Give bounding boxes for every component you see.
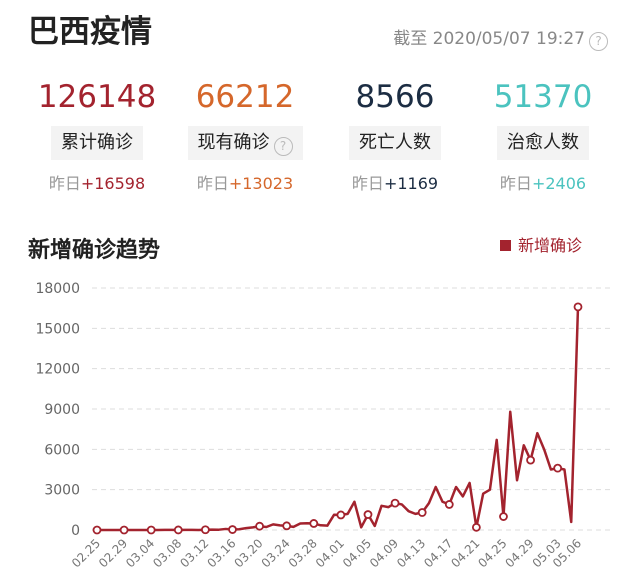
y-tick-label: 6000 bbox=[44, 442, 80, 458]
data-point bbox=[417, 508, 427, 517]
y-tick-label: 18000 bbox=[35, 281, 80, 297]
x-tick-label: 04.09 bbox=[367, 536, 401, 570]
update-text: 截至 2020/05/07 19:27 bbox=[393, 29, 585, 49]
data-point bbox=[553, 463, 563, 473]
delta-value: +2406 bbox=[531, 174, 587, 193]
y-tick-label: 9000 bbox=[44, 402, 80, 418]
stat-delta-row: 昨日+13023 bbox=[170, 170, 320, 194]
x-tick-label: 04.01 bbox=[313, 536, 347, 570]
data-point bbox=[282, 521, 292, 531]
stat-value: 126148 bbox=[37, 79, 157, 115]
delta-value: +13023 bbox=[228, 174, 294, 193]
data-point bbox=[573, 302, 583, 312]
help-icon[interactable]: ? bbox=[273, 137, 293, 156]
data-point bbox=[390, 498, 400, 508]
stat-label-row: 死亡人数 bbox=[320, 118, 470, 160]
data-point bbox=[336, 510, 346, 520]
stat-label: 累计确诊 bbox=[51, 126, 143, 160]
stat-label-row: 治愈人数 bbox=[468, 118, 618, 160]
data-point bbox=[363, 510, 373, 519]
data-point bbox=[146, 525, 156, 535]
update-time: 截至 2020/05/07 19:27? bbox=[393, 24, 608, 51]
y-tick-label: 3000 bbox=[44, 483, 80, 499]
data-point bbox=[228, 525, 237, 534]
data-point bbox=[255, 521, 264, 531]
delta-label: 昨日 bbox=[48, 174, 81, 193]
x-tick-label: 04.29 bbox=[503, 536, 537, 570]
data-point bbox=[309, 519, 319, 528]
x-tick-label: 04.17 bbox=[421, 536, 455, 570]
x-tick-label: 03.20 bbox=[232, 536, 266, 570]
stat-label: 死亡人数 bbox=[349, 126, 441, 160]
stat-value: 66212 bbox=[195, 79, 295, 115]
stat-delta-row: 昨日+2406 bbox=[468, 170, 618, 194]
data-point bbox=[499, 512, 508, 521]
delta-label: 昨日 bbox=[351, 174, 384, 193]
delta-label: 昨日 bbox=[196, 174, 229, 193]
x-tick-label: 03.28 bbox=[286, 536, 320, 570]
delta-label: 昨日 bbox=[499, 174, 532, 193]
stat-value: 51370 bbox=[493, 79, 593, 115]
data-point bbox=[173, 525, 183, 535]
y-tick-label: 15000 bbox=[35, 321, 80, 337]
y-tick-label: 12000 bbox=[35, 362, 80, 378]
stat-card: 126148 累计确诊昨日+16598 bbox=[22, 76, 172, 194]
data-point bbox=[92, 525, 102, 535]
data-point bbox=[471, 522, 481, 532]
legend-swatch bbox=[500, 240, 511, 251]
stat-card: 51370 治愈人数昨日+2406 bbox=[468, 76, 618, 194]
data-point bbox=[444, 500, 454, 509]
data-point bbox=[200, 525, 210, 535]
x-tick-label: 04.21 bbox=[448, 536, 482, 570]
chart: 新增确诊趋势 新增确诊 0 3000 6000 9000 12000 15000 18000 02… bbox=[28, 236, 612, 570]
stat-label: 现有确诊? bbox=[187, 126, 303, 160]
delta-value: +1169 bbox=[383, 174, 439, 193]
help-icon[interactable]: ? bbox=[589, 32, 608, 51]
x-tick-label: 04.05 bbox=[340, 536, 374, 570]
x-tick-label: 04.13 bbox=[394, 536, 428, 570]
stat-card: 66212 现有确诊? 昨日+13023 bbox=[170, 76, 320, 194]
data-point bbox=[526, 455, 535, 465]
x-tick-label: 03.16 bbox=[204, 536, 238, 570]
stat-card: 8566 死亡人数昨日+1169 bbox=[320, 76, 470, 194]
stat-delta-row: 昨日+16598 bbox=[22, 170, 172, 194]
stat-label-row: 现有确诊? bbox=[170, 118, 320, 160]
x-tick-label: 03.24 bbox=[259, 536, 293, 570]
x-tick-label: 03.08 bbox=[150, 536, 184, 570]
stat-delta-row: 昨日+1169 bbox=[320, 170, 470, 194]
y-tick-label: 0 bbox=[71, 523, 80, 539]
x-tick-label: 02.29 bbox=[96, 536, 130, 570]
legend-label: 新增确诊 bbox=[518, 236, 582, 255]
series-line bbox=[96, 306, 580, 532]
chart-title: 新增确诊趋势 bbox=[28, 237, 160, 263]
x-tick-label: 03.12 bbox=[177, 536, 211, 570]
x-tick-label: 03.04 bbox=[123, 536, 157, 570]
stat-label: 治愈人数 bbox=[497, 126, 589, 160]
delta-value: +16598 bbox=[80, 174, 146, 193]
page-title: 巴西疫情 bbox=[28, 14, 152, 50]
data-point bbox=[119, 525, 129, 535]
x-tick-label: 04.25 bbox=[475, 536, 509, 570]
x-tick-label: 02.25 bbox=[69, 536, 103, 570]
stat-label-row: 累计确诊 bbox=[22, 118, 172, 160]
stat-value: 8566 bbox=[355, 79, 435, 115]
